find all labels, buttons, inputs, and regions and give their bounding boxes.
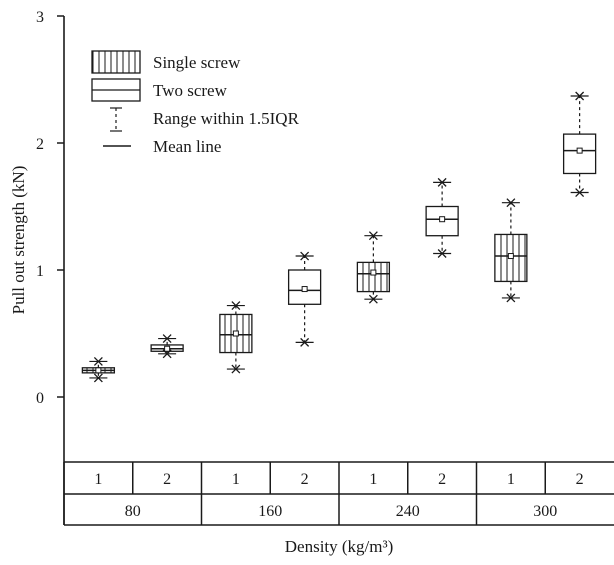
extreme-marker bbox=[437, 177, 447, 187]
y-axis-ticks: 0 1 2 3 bbox=[36, 9, 64, 407]
extreme-marker bbox=[93, 373, 103, 383]
density-category-label: 80 bbox=[125, 503, 141, 520]
extreme-marker bbox=[162, 334, 172, 344]
legend-label-single: Single screw bbox=[153, 53, 241, 72]
legend-swatch-single bbox=[91, 50, 141, 74]
plot-frame bbox=[63, 16, 614, 526]
box-category-label: 1 bbox=[232, 471, 240, 488]
legend-item-mean: Mean line bbox=[103, 137, 221, 156]
box-80-1 bbox=[81, 356, 116, 383]
mean-marker bbox=[95, 367, 102, 374]
iqr-box bbox=[356, 261, 391, 293]
extreme-marker bbox=[93, 356, 103, 366]
extreme-marker bbox=[231, 301, 241, 311]
density-category-label: 160 bbox=[258, 503, 282, 520]
x-axis-categories: 80 1 2 160 1 2 240 1 2 300 1 2 bbox=[63, 462, 584, 525]
y-tick-label: 1 bbox=[36, 263, 44, 280]
box-300-2 bbox=[562, 91, 597, 197]
y-tick-label: 0 bbox=[36, 390, 44, 407]
box-category-label: 1 bbox=[507, 471, 515, 488]
x-axis-label: Density (kg/m³) bbox=[285, 537, 394, 556]
extreme-marker bbox=[368, 231, 378, 241]
density-category-label: 300 bbox=[533, 503, 557, 520]
extreme-marker bbox=[506, 293, 516, 303]
box-category-label: 2 bbox=[301, 471, 309, 488]
extreme-marker bbox=[506, 198, 516, 208]
box-240-1 bbox=[356, 231, 391, 304]
box-80-2 bbox=[150, 334, 184, 359]
extreme-marker bbox=[437, 249, 447, 258]
box-160-2 bbox=[287, 251, 322, 347]
mean-marker bbox=[232, 330, 239, 337]
legend-label-two: Two screw bbox=[153, 81, 228, 100]
legend-label-mean: Mean line bbox=[153, 137, 221, 156]
y-tick-label: 3 bbox=[36, 9, 44, 26]
box-category-label: 1 bbox=[94, 471, 102, 488]
legend-item-two: Two screw bbox=[91, 78, 228, 102]
legend-item-single: Single screw bbox=[91, 50, 241, 74]
y-axis-label: Pull out strength (kN) bbox=[9, 166, 28, 315]
extreme-marker bbox=[575, 91, 585, 101]
extreme-marker bbox=[231, 364, 241, 374]
mean-marker bbox=[370, 269, 377, 276]
mean-marker bbox=[439, 216, 446, 223]
legend-label-whisker: Range within 1.5IQR bbox=[153, 109, 300, 128]
box-series bbox=[81, 91, 597, 383]
y-tick-label: 2 bbox=[36, 136, 44, 153]
box-160-1 bbox=[219, 301, 253, 374]
mean-marker bbox=[164, 345, 171, 352]
extreme-marker bbox=[162, 349, 172, 359]
density-category-label: 240 bbox=[396, 503, 420, 520]
legend-item-whisker: Range within 1.5IQR bbox=[110, 107, 300, 132]
extreme-marker bbox=[300, 337, 310, 347]
legend: Single screw Two screw Range within 1.5IQR… bbox=[91, 50, 300, 156]
mean-marker bbox=[301, 286, 308, 293]
box-category-label: 1 bbox=[369, 471, 377, 488]
box-240-2 bbox=[425, 177, 459, 258]
extreme-marker bbox=[368, 294, 378, 304]
iqr-box bbox=[562, 133, 597, 175]
extreme-marker bbox=[300, 251, 310, 261]
mean-marker bbox=[576, 147, 583, 154]
box-300-1 bbox=[494, 198, 528, 303]
box-category-label: 2 bbox=[438, 471, 446, 488]
box-category-label: 2 bbox=[576, 471, 584, 488]
box-category-label: 2 bbox=[163, 471, 171, 488]
mean-marker bbox=[507, 253, 514, 260]
extreme-marker bbox=[575, 188, 585, 197]
